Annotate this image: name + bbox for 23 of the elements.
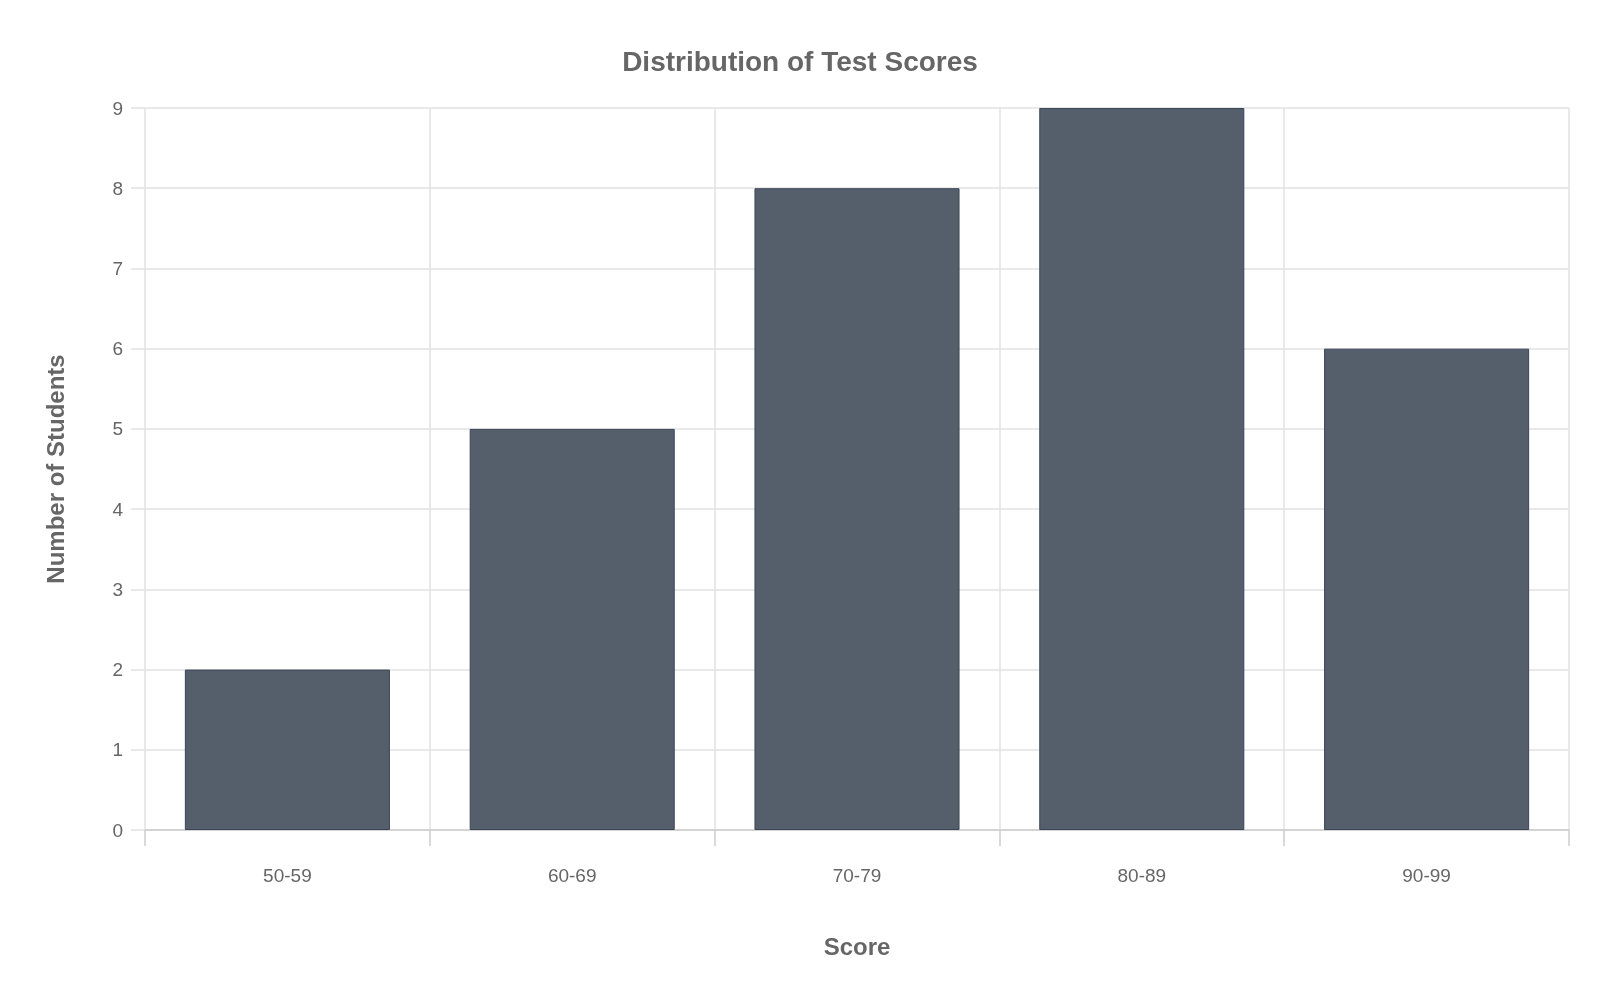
x-axis-title: Score bbox=[823, 932, 891, 960]
x-tick-label: 50-59 bbox=[263, 865, 312, 886]
y-tick-label: 9 bbox=[112, 97, 123, 119]
y-tick-label: 7 bbox=[112, 257, 123, 279]
bar bbox=[184, 669, 390, 830]
bar bbox=[754, 188, 960, 830]
bar bbox=[1324, 348, 1530, 830]
x-tick-label: 90-99 bbox=[1402, 865, 1451, 886]
bar bbox=[1039, 108, 1245, 830]
chart-title: Distribution of Test Scores bbox=[622, 45, 978, 77]
bar bbox=[469, 428, 675, 830]
y-tick-label: 4 bbox=[112, 498, 124, 520]
y-tick-label: 2 bbox=[112, 659, 123, 681]
x-tick-label: 70-79 bbox=[832, 865, 882, 886]
y-tick-label: 6 bbox=[112, 338, 123, 360]
y-tick-label: 3 bbox=[112, 578, 123, 600]
x-tick-label: 60-69 bbox=[547, 865, 597, 886]
y-tick-label: 5 bbox=[112, 418, 123, 440]
y-tick-label: 0 bbox=[112, 819, 123, 841]
y-axis-title: Number of Students bbox=[41, 354, 69, 584]
y-tick-label: 1 bbox=[112, 739, 123, 761]
y-tick-label: 8 bbox=[112, 177, 123, 199]
x-tick-label: 80-89 bbox=[1117, 865, 1167, 886]
